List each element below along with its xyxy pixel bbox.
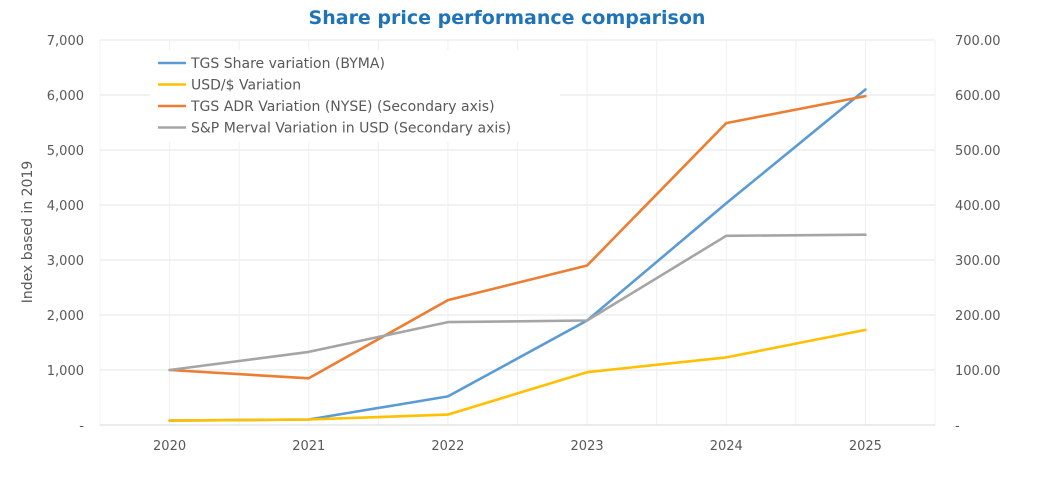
x-tick-label: 2021	[292, 439, 325, 454]
x-tick-label: 2024	[710, 439, 743, 454]
y-tick-label: 3,000	[47, 254, 84, 269]
y2-tick-label: -	[955, 419, 960, 434]
x-tick-label: 2020	[153, 439, 186, 454]
y2-tick-label: 500.00	[955, 144, 1001, 159]
y-tick-label: 6,000	[47, 89, 84, 104]
y-axis-title: Index based in 2019	[20, 161, 36, 304]
legend: TGS Share variation (BYMA) USD/$ Variatio…	[150, 50, 560, 142]
x-tick-label: 2023	[571, 439, 604, 454]
chart-title: Share price performance comparison	[309, 7, 706, 29]
x-tick-label: 2022	[431, 439, 464, 454]
y-tick-label: 4,000	[47, 199, 84, 214]
y2-tick-label: 300.00	[955, 254, 1001, 269]
y-tick-label: 5,000	[47, 144, 84, 159]
x-tick-label: 2025	[849, 439, 882, 454]
y-tick-label: 1,000	[47, 364, 84, 379]
series-line-3	[168, 94, 867, 380]
y2-tick-label: 600.00	[955, 89, 1001, 104]
series	[168, 88, 867, 422]
legend-background	[150, 50, 560, 142]
y2-tick-label: 200.00	[955, 309, 1001, 324]
legend-label: USD/$ Variation	[191, 78, 301, 94]
y-tick-label: 7,000	[47, 34, 84, 49]
y-tick-label: 2,000	[47, 309, 84, 324]
legend-label: S&P Merval Variation in USD (Secondary a…	[191, 121, 511, 137]
axes: - - 1,000 100.00 2,000 200.00 3,000 300.00 4,000…	[47, 34, 1001, 454]
legend-label: TGS ADR Variation (NYSE) (Secondary axis…	[190, 99, 495, 115]
series-line-4	[168, 233, 867, 372]
y2-tick-label: 400.00	[955, 199, 1001, 214]
legend-label: TGS Share variation (BYMA)	[190, 56, 385, 72]
y2-tick-label: 700.00	[955, 34, 1001, 49]
y2-tick-label: 100.00	[955, 364, 1001, 379]
series-line-2	[168, 328, 867, 422]
y-tick-label: -	[79, 419, 84, 434]
